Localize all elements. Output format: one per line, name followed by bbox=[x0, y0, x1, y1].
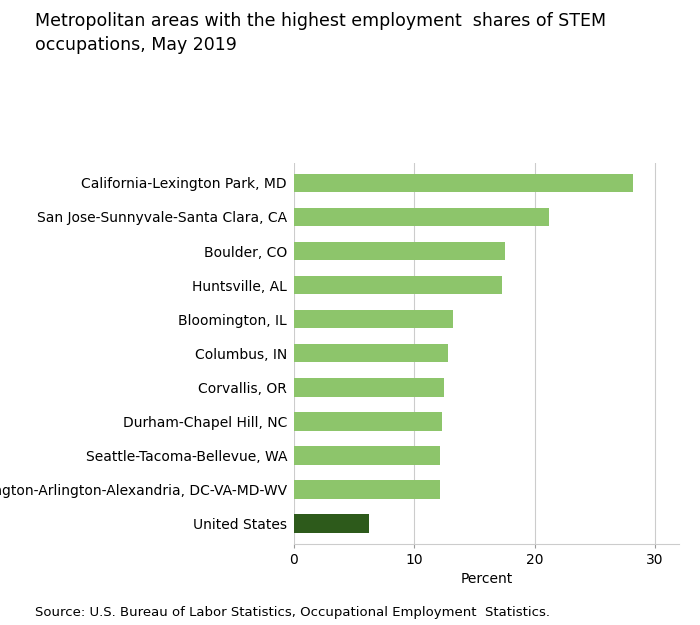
Bar bbox=[294, 480, 440, 499]
Text: Metropolitan areas with the highest employment  shares of STEM
occupations, May : Metropolitan areas with the highest empl… bbox=[35, 12, 606, 54]
Bar bbox=[294, 412, 442, 431]
Bar bbox=[294, 174, 634, 192]
Bar bbox=[294, 242, 505, 261]
Text: Source: U.S. Bureau of Labor Statistics, Occupational Employment  Statistics.: Source: U.S. Bureau of Labor Statistics,… bbox=[35, 606, 550, 619]
Bar bbox=[294, 514, 369, 532]
Bar bbox=[294, 344, 448, 362]
Bar bbox=[294, 446, 440, 464]
X-axis label: Percent: Percent bbox=[461, 572, 512, 586]
Bar bbox=[294, 276, 502, 294]
Bar bbox=[294, 378, 444, 396]
Bar bbox=[294, 310, 453, 329]
Bar bbox=[294, 208, 549, 226]
